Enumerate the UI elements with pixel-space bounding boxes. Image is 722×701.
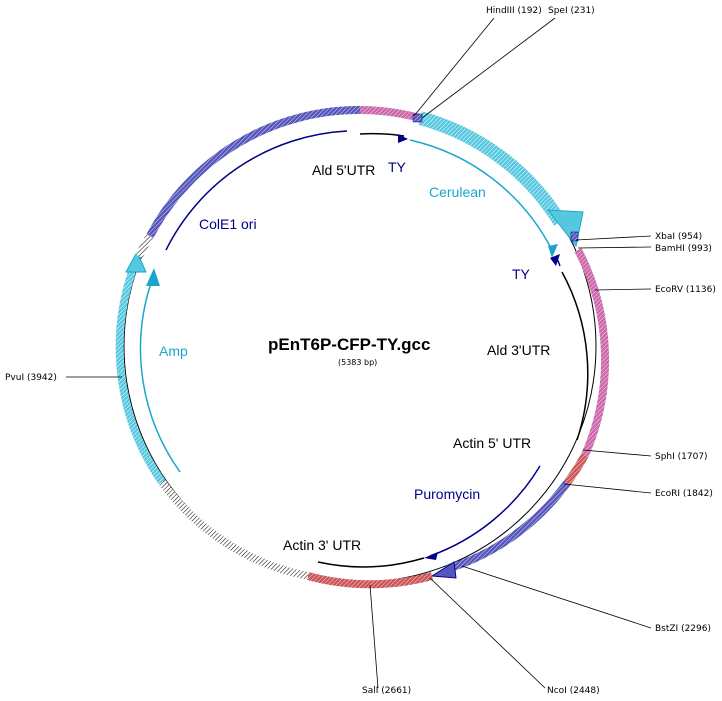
plasmid-title: pEnT6P-CFP-TY.gcc [268,335,430,354]
segment-ald3utr-pink [574,248,610,457]
segment-ald5utr-pink [359,106,422,122]
ecori-line [563,483,652,494]
feature-label-ald3utr: Ald 3'UTR [487,342,550,358]
sphi-line [582,449,652,457]
amp-arc [139,279,181,473]
ecorv-line [594,288,652,291]
amp-inner-arrowhead [146,268,160,286]
puromycin-inner-arc [429,465,541,557]
feature-label-ty-top: TY [388,159,407,175]
site-label-pvui: PvuI (3942) [5,373,57,383]
segment-cerulean-band [418,111,566,226]
segment-colE1-purple [146,105,361,238]
site-label-hindiii: HindIII (192) [486,6,542,16]
ncoi-line [429,577,546,689]
site-label-spei: SpeI (231) [548,6,595,16]
amp-arrowhead [125,250,147,273]
feature-label-cerulean: Cerulean [429,184,486,200]
feature-label-ald5utr: Ald 5'UTR [312,162,375,178]
site-label-sali: SalI (2661) [362,686,411,696]
segment-actin3utr-red [306,572,434,589]
site-label-ecorv: EcoRV (1136) [655,285,716,295]
segment-sphi-red [563,453,589,486]
feature-label-actin3utr: Actin 3' UTR [283,537,361,553]
site-label-bamhi: BamHI (993) [655,244,712,254]
ty-inner-arrowhead [550,254,560,266]
site-label-sphi: SphI (1707) [655,452,708,462]
colE1-arc [165,130,348,251]
segment-puromycin-purple [445,480,571,573]
feature-label-amp: Amp [159,343,188,359]
site-label-ecori: EcoRI (1842) [655,489,713,499]
site-label-xbai: XbaI (954) [655,232,702,242]
bamhi-line [577,246,652,249]
feature-label-puromycin: Puromycin [414,486,480,502]
ald5utr-arrowhead [398,134,408,143]
xbai-line [575,235,652,241]
ald5utr-arc [359,132,405,137]
feature-label-actin5utr: Actin 5' UTR [453,435,531,451]
actin3utr-arc [317,557,425,568]
xbai-marker [570,231,579,242]
segment-black-small [135,233,154,258]
plasmid-size: (5383 bp) [338,358,377,367]
puromycin-arrowhead [430,561,457,579]
site-label-bstzi: BstZI (2296) [655,624,711,634]
sali-line [369,584,379,689]
feature-label-colE1: ColE1 ori [199,216,257,232]
cerulean-arc [409,139,553,251]
spei-line [421,17,556,119]
site-label-ncoi: NcoI (2448) [547,686,600,696]
cerulean-inner-arrowhead [548,244,558,258]
segment-amp-band [115,270,166,485]
segment-black-lower [158,479,309,580]
feature-label-ty-right: TY [512,266,531,282]
puromycin-inner-arrowhead [424,552,438,560]
bstzi-line [461,565,652,629]
ald3utr-arc [561,271,589,441]
hindiii-line [413,17,495,117]
